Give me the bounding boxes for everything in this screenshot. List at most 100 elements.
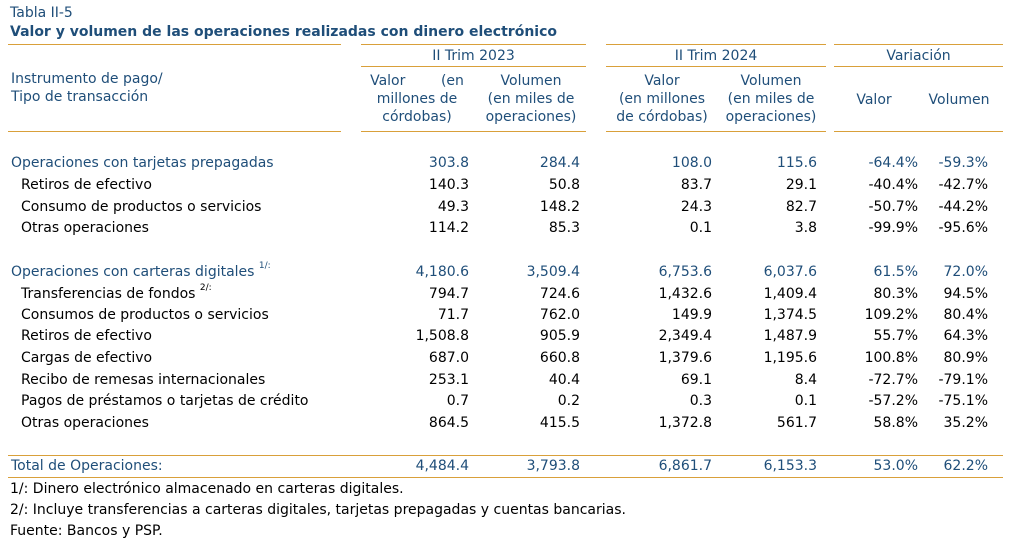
header-bottom-rule-1 (8, 131, 341, 132)
table-label: Tabla II-5 (10, 5, 73, 21)
header-var-valor: Valor (856, 92, 892, 108)
cell-var-valor: 53.0% (873, 458, 918, 474)
cell-valor-2023: 114.2 (428, 220, 469, 236)
cell-volumen-2023: 0.2 (557, 393, 580, 409)
cell-volumen-2024: 115.6 (776, 155, 817, 171)
cell-var-volumen: 64.3% (943, 328, 988, 344)
row-label: Recibo de remesas internacionales (21, 372, 266, 388)
cell-var-valor: 80.3% (873, 286, 918, 302)
cell-var-volumen: 80.9% (943, 350, 988, 366)
cell-valor-2023: 4,180.6 (415, 264, 469, 280)
cell-valor-2024: 83.7 (680, 177, 712, 193)
header-variation: Variación (886, 48, 951, 64)
row-label: Cargas de efectivo (21, 350, 153, 366)
table-row: Otras operaciones 114.2 85.3 0.1 3.8 -99… (0, 220, 1025, 242)
cell-var-volumen: 35.2% (943, 415, 988, 431)
cell-volumen-2024: 29.1 (785, 177, 817, 193)
cell-var-volumen: 80.4% (943, 307, 988, 323)
row-label: Otras operaciones (21, 415, 149, 431)
cell-valor-2023: 253.1 (428, 372, 469, 388)
cell-var-valor: -72.7% (868, 372, 918, 388)
table-row: Recibo de remesas internacionales 253.1 … (0, 372, 1025, 394)
cell-valor-2023: 303.8 (428, 155, 469, 171)
group-row-prepaid: Operaciones con tarjetas prepagadas 303.… (0, 155, 1025, 177)
cell-volumen-2023: 905.9 (539, 328, 580, 344)
cell-var-volumen: 62.2% (943, 458, 988, 474)
cell-valor-2024: 6,753.6 (658, 264, 712, 280)
header-volumen-2024: Volumen (en miles de operaciones) (725, 73, 817, 125)
cell-volumen-2023: 415.5 (539, 415, 580, 431)
table-row: Pagos de préstamos o tarjetas de crédito… (0, 393, 1025, 415)
cell-valor-2023: 864.5 (428, 415, 469, 431)
cell-valor-2023: 71.7 (437, 307, 469, 323)
cell-var-valor: -40.4% (868, 177, 918, 193)
row-label: Transferencias de fondos 2/: (21, 283, 212, 302)
total-top-rule (8, 455, 1003, 456)
cell-valor-2024: 24.3 (680, 199, 712, 215)
header-rule-title (8, 44, 341, 45)
cell-valor-2024: 0.3 (689, 393, 712, 409)
table-row: Retiros de efectivo 140.3 50.8 83.7 29.1… (0, 177, 1025, 199)
cell-volumen-2024: 1,374.5 (763, 307, 817, 323)
cell-volumen-2023: 3,793.8 (526, 458, 580, 474)
header-bottom-rule-2 (361, 131, 586, 132)
table-row: Cargas de efectivo 687.0 660.8 1,379.6 1… (0, 350, 1025, 372)
subheader-rule-2024 (606, 66, 826, 67)
cell-var-valor: -99.9% (868, 220, 918, 236)
header-volumen-2023: Volumen (en miles de operaciones) (485, 73, 577, 125)
cell-var-valor: 61.5% (873, 264, 918, 280)
cell-valor-2024: 6,861.7 (658, 458, 712, 474)
row-label: Otras operaciones (21, 220, 149, 236)
row-label: Operaciones con tarjetas prepagadas (11, 155, 274, 171)
cell-volumen-2023: 724.6 (539, 286, 580, 302)
cell-volumen-2024: 6,037.6 (763, 264, 817, 280)
header-rule-2023 (361, 44, 586, 45)
cell-valor-2024: 2,349.4 (658, 328, 712, 344)
row-label-text: Transferencias de fondos (21, 286, 196, 302)
header-valor-2024: Valor (en millones de córdobas) (616, 73, 708, 125)
cell-var-valor: -50.7% (868, 199, 918, 215)
cell-volumen-2023: 762.0 (539, 307, 580, 323)
cell-valor-2023: 4,484.4 (415, 458, 469, 474)
cell-volumen-2024: 82.7 (785, 199, 817, 215)
row-label: Retiros de efectivo (21, 328, 152, 344)
cell-var-valor: 109.2% (864, 307, 918, 323)
total-row: Total de Operaciones: 4,484.4 3,793.8 6,… (0, 458, 1025, 480)
cell-var-valor: -57.2% (868, 393, 918, 409)
header-rule-2024 (606, 44, 826, 45)
cell-volumen-2023: 40.4 (548, 372, 580, 388)
total-bottom-rule (8, 477, 1003, 478)
footnote-1: 1/: Dinero electrónico almacenado en car… (10, 481, 404, 497)
cell-var-volumen: -95.6% (938, 220, 988, 236)
table-row: Otras operaciones 864.5 415.5 1,372.8 56… (0, 415, 1025, 437)
row-label: Pagos de préstamos o tarjetas de crédito (21, 393, 309, 409)
cell-volumen-2024: 561.7 (776, 415, 817, 431)
cell-var-volumen: -59.3% (938, 155, 988, 171)
row-label: Total de Operaciones: (11, 458, 163, 474)
table-title: Valor y volumen de las operaciones reali… (10, 24, 557, 40)
cell-valor-2023: 49.3 (437, 199, 469, 215)
cell-volumen-2023: 148.2 (539, 199, 580, 215)
cell-valor-2023: 140.3 (428, 177, 469, 193)
cell-volumen-2023: 660.8 (539, 350, 580, 366)
cell-var-volumen: -79.1% (938, 372, 988, 388)
cell-var-volumen: 94.5% (943, 286, 988, 302)
header-instrument: Instrumento de pago/ Tipo de transacción (11, 71, 163, 105)
row-label: Retiros de efectivo (21, 177, 152, 193)
row-label: Operaciones con carteras digitales 1/: (11, 261, 271, 280)
footnote-ref: 2/: (199, 283, 212, 293)
cell-valor-2024: 149.9 (671, 307, 712, 323)
cell-valor-2024: 0.1 (689, 220, 712, 236)
table-row: Retiros de efectivo 1,508.8 905.9 2,349.… (0, 328, 1025, 350)
header-period-2023: II Trim 2023 (432, 48, 515, 64)
header-bottom-rule-3 (606, 131, 826, 132)
row-label-text: Operaciones con carteras digitales (11, 264, 255, 280)
cell-valor-2024: 1,432.6 (658, 286, 712, 302)
cell-volumen-2024: 1,195.6 (763, 350, 817, 366)
cell-var-valor: 58.8% (873, 415, 918, 431)
cell-valor-2024: 1,372.8 (658, 415, 712, 431)
source-note: Fuente: Bancos y PSP. (10, 523, 163, 539)
group-row-digital-wallets: Operaciones con carteras digitales 1/: 4… (0, 261, 1025, 286)
cell-var-volumen: -42.7% (938, 177, 988, 193)
subheader-rule-variation (834, 66, 1003, 67)
